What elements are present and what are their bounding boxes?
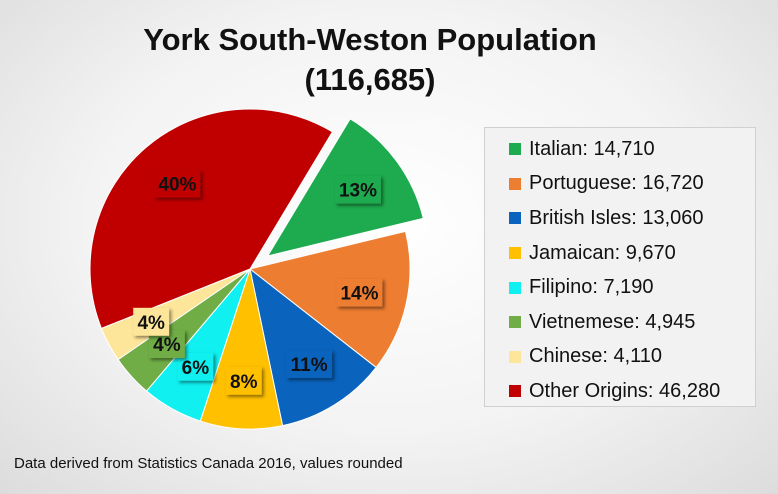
data-label-text: 4% [153, 335, 181, 356]
legend-label: Filipino: 7,190 [529, 276, 654, 299]
data-label-box [286, 350, 333, 379]
data-label-text: 8% [230, 372, 258, 393]
legend-label: Chinese: 4,110 [529, 345, 663, 368]
data-label-portuguese: 14% [336, 278, 383, 307]
legend-swatch [509, 316, 521, 329]
data-label-box [133, 307, 170, 336]
data-label-text: 11% [291, 355, 328, 376]
legend-item-other-origins: Other Origins: 46,280 [509, 374, 755, 409]
legend-label: Portuguese: 16,720 [529, 172, 704, 195]
legend-item-italian: Italian: 14,710 [509, 132, 755, 167]
data-label-box [334, 175, 381, 204]
legend-label: Vietnemese: 4,945 [529, 310, 696, 333]
legend-item-jamaican: Jamaican: 9,670 [509, 236, 755, 271]
legend-item-vietnemese: Vietnemese: 4,945 [509, 305, 755, 340]
data-label-text: 40% [158, 175, 196, 196]
data-label-box [154, 169, 201, 198]
legend-swatch [509, 281, 521, 294]
legend-swatch [509, 385, 521, 398]
data-label-text: 13% [339, 181, 377, 202]
legend-swatch [509, 177, 521, 190]
data-label-box [336, 278, 383, 307]
footnote: Data derived from Statistics Canada 2016… [14, 455, 403, 472]
data-label-jamaican: 8% [225, 366, 262, 395]
data-label-text: 4% [137, 313, 165, 334]
legend-swatch [509, 247, 521, 260]
data-label-text: 14% [340, 284, 378, 305]
chart-title: York South-Weston Population [143, 22, 597, 57]
data-label-british-isles: 11% [286, 350, 333, 379]
pie-slice-portuguese [248, 230, 411, 369]
legend-item-british-isles: British Isles: 13,060 [509, 201, 755, 236]
data-label-other-origins: 40% [154, 169, 201, 198]
legend-swatch [509, 212, 521, 225]
legend-label: British Isles: 13,060 [529, 206, 704, 229]
chart-legend: Italian: 14,710 Portuguese: 16,720 British… [484, 127, 756, 407]
data-label-text: 6% [182, 358, 210, 379]
legend-swatch [509, 143, 521, 156]
data-label-italian: 13% [334, 175, 381, 204]
pie-slice-british-isles [249, 267, 377, 427]
data-label-chinese: 4% [133, 307, 170, 336]
legend-item-portuguese: Portuguese: 16,720 [509, 167, 755, 202]
legend-label: Italian: 14,710 [529, 137, 655, 160]
data-label-box [225, 366, 262, 395]
chart-subtitle: (116,685) [304, 62, 436, 97]
chart-title-block: York South-Weston Population (116,685) [0, 20, 740, 100]
legend-item-filipino: Filipino: 7,190 [509, 270, 755, 305]
legend-item-chinese: Chinese: 4,110 [509, 340, 755, 375]
legend-swatch [509, 350, 521, 363]
pie-slice-other-origins [89, 108, 334, 330]
legend-label: Jamaican: 9,670 [529, 241, 676, 264]
legend-label: Other Origins: 46,280 [529, 379, 721, 402]
